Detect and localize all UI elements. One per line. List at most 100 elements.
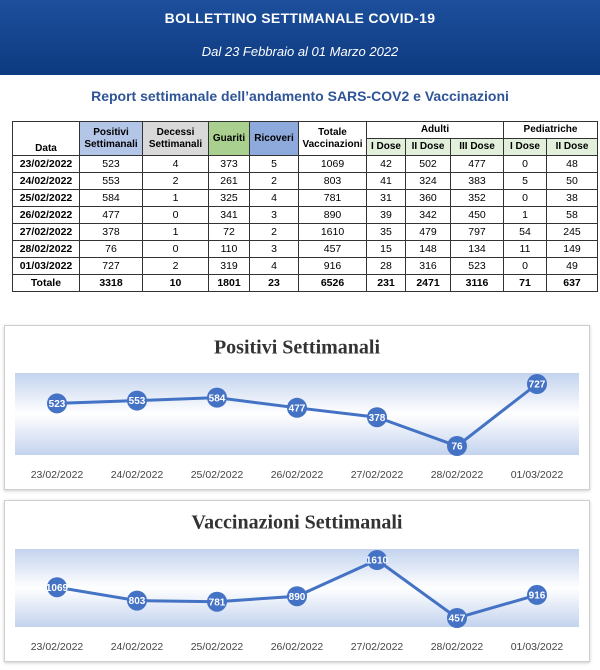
table-cell: 2471 xyxy=(405,274,451,292)
report-table: Data Positivi Settimanali Decessi Settiman… xyxy=(12,121,598,292)
table-cell: 6526 xyxy=(298,274,367,292)
table-cell: 727 xyxy=(79,257,143,275)
table-cell: 149 xyxy=(546,240,598,258)
table-cell: 26/02/2022 xyxy=(12,206,80,224)
group-header: Adulti xyxy=(366,121,504,139)
table-cell: 39 xyxy=(366,206,406,224)
table-row: 23/02/2022 523 4 373 5 1069 42 502 477 0 48 xyxy=(12,155,598,173)
table-cell: 71 xyxy=(503,274,547,292)
table-row: 24/02/2022 553 2 261 2 803 41 324 383 5 50 xyxy=(12,172,598,190)
table-cell: 4 xyxy=(249,257,299,275)
column-header: Decessi Settimanali xyxy=(142,121,209,156)
table-cell: 584 xyxy=(79,189,143,207)
x-tick-label: 25/02/2022 xyxy=(191,641,244,653)
point-marker xyxy=(527,374,547,394)
table-cell: 10 xyxy=(142,274,209,292)
table-cell: 457 xyxy=(298,240,367,258)
table-cell: 373 xyxy=(208,155,250,173)
data-label: 523 xyxy=(49,399,66,410)
table-cell: 42 xyxy=(366,155,406,173)
x-tick-label: 27/02/2022 xyxy=(351,469,404,481)
table-cell: 502 xyxy=(405,155,451,173)
table-cell: 38 xyxy=(546,189,598,207)
table-cell: 477 xyxy=(79,206,143,224)
x-tick-label: 24/02/2022 xyxy=(111,641,164,653)
chart-panel: Vaccinazioni Settimanali 1069 23/02/2022 80… xyxy=(4,500,590,662)
column-header: Positivi Settimanali xyxy=(79,121,143,156)
table-cell: 1801 xyxy=(208,274,250,292)
table-cell: 797 xyxy=(450,223,504,241)
group-header: Pediatriche xyxy=(503,121,598,139)
sub-header: I Dose xyxy=(503,138,547,156)
data-label: 890 xyxy=(289,592,306,603)
table-cell: 3 xyxy=(249,240,299,258)
table-cell: 477 xyxy=(450,155,504,173)
sub-header: III Dose xyxy=(450,138,504,156)
table-cell: 76 xyxy=(79,240,143,258)
table-cell: 23 xyxy=(249,274,299,292)
table-cell: 31 xyxy=(366,189,406,207)
table-cell: 0 xyxy=(503,257,547,275)
table-cell: 342 xyxy=(405,206,451,224)
table-cell: 781 xyxy=(298,189,367,207)
table-cell: 148 xyxy=(405,240,451,258)
table-cell: 0 xyxy=(142,206,209,224)
point-marker xyxy=(367,407,387,428)
x-tick-label: 24/02/2022 xyxy=(111,469,164,481)
table-cell: 916 xyxy=(298,257,367,275)
table-cell: 2 xyxy=(249,223,299,241)
table-cell: 316 xyxy=(405,257,451,275)
table-cell: 25/02/2022 xyxy=(12,189,80,207)
point-marker xyxy=(207,591,227,612)
table-cell: 231 xyxy=(366,274,406,292)
data-label: 1610 xyxy=(366,556,389,567)
x-tick-label: 23/02/2022 xyxy=(31,641,84,653)
table-cell: 4 xyxy=(249,189,299,207)
table-cell: 3116 xyxy=(450,274,504,292)
x-tick-label: 27/02/2022 xyxy=(351,641,404,653)
table-row: 28/02/2022 76 0 110 3 457 15 148 134 11 149 xyxy=(12,240,598,258)
point-marker xyxy=(47,577,67,598)
table-cell: 72 xyxy=(208,223,250,241)
point-marker xyxy=(447,608,467,628)
table-cell: 110 xyxy=(208,240,250,258)
data-label: 76 xyxy=(451,442,463,453)
header-subtitle: Dal 23 Febbraio al 01 Marzo 2022 xyxy=(201,44,399,59)
point-marker xyxy=(127,590,147,611)
table-cell: 5 xyxy=(249,155,299,173)
table-cell: 28 xyxy=(366,257,406,275)
table-cell: 28/02/2022 xyxy=(12,240,80,258)
table-cell: 319 xyxy=(208,257,250,275)
chart: Vaccinazioni Settimanali 1069 23/02/2022 80… xyxy=(15,512,579,653)
table-cell: 3318 xyxy=(79,274,143,292)
column-header: Data xyxy=(12,121,80,156)
chart-title: Vaccinazioni Settimanali xyxy=(192,512,403,534)
x-tick-label: 25/02/2022 xyxy=(191,469,244,481)
table-cell: 5 xyxy=(503,172,547,190)
x-tick-label: 26/02/2022 xyxy=(271,469,324,481)
table-cell: 01/03/2022 xyxy=(12,257,80,275)
table-row: 27/02/2022 378 1 72 2 1610 35 479 797 54 245 xyxy=(12,223,598,241)
table-cell: 50 xyxy=(546,172,598,190)
table-cell: 352 xyxy=(450,189,504,207)
table-cell: 58 xyxy=(546,206,598,224)
table-cell: Totale xyxy=(12,274,80,292)
table-cell: 383 xyxy=(450,172,504,190)
table-cell: 23/02/2022 xyxy=(12,155,80,173)
column-header: Ricoveri xyxy=(249,121,299,156)
point-marker xyxy=(207,387,227,408)
table-row: 25/02/2022 584 1 325 4 781 31 360 352 0 38 xyxy=(12,189,598,207)
table-cell: 360 xyxy=(405,189,451,207)
data-label: 584 xyxy=(209,393,226,404)
x-tick-label: 26/02/2022 xyxy=(271,641,324,653)
table-cell: 35 xyxy=(366,223,406,241)
table-cell: 0 xyxy=(142,240,209,258)
table-cell: 27/02/2022 xyxy=(12,223,80,241)
table-cell: 3 xyxy=(249,206,299,224)
point-marker xyxy=(367,550,387,570)
data-label: 1069 xyxy=(46,583,69,594)
table-cell: 54 xyxy=(503,223,547,241)
table-cell: 2 xyxy=(142,257,209,275)
sub-header: I Dose xyxy=(366,138,406,156)
table-cell: 523 xyxy=(450,257,504,275)
